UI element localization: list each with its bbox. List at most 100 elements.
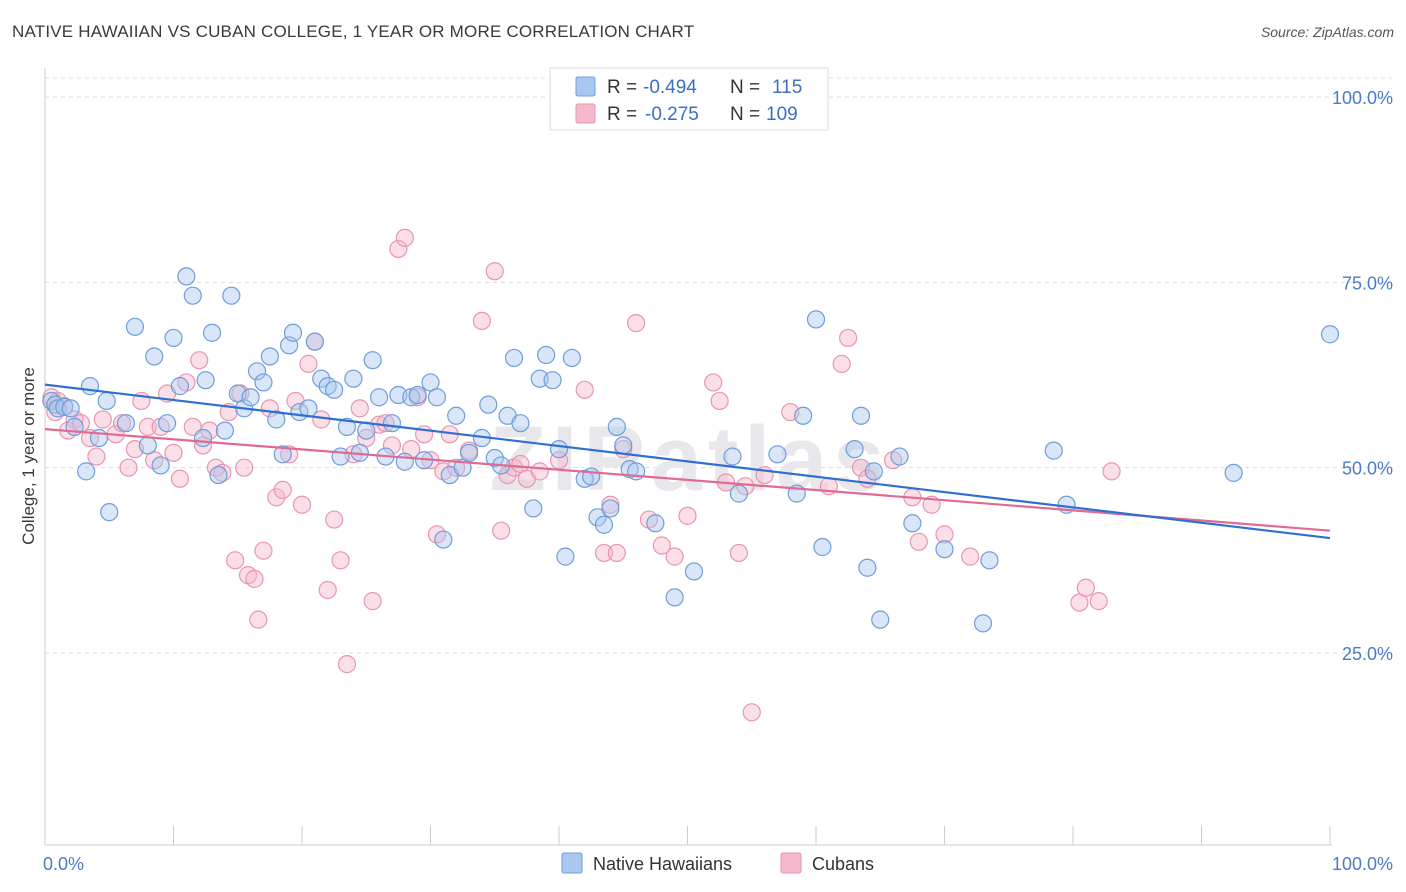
- watermark: ZIPatlas: [490, 408, 891, 510]
- cuban-point: [710, 391, 729, 411]
- hawaiian-point: [222, 286, 241, 305]
- hawaiian-point: [202, 323, 222, 342]
- hawaiian-point: [55, 397, 74, 416]
- hawaiian-point: [325, 380, 344, 399]
- cuban-point: [350, 399, 369, 418]
- bottom-legend-label-cuban: Cubans: [812, 854, 874, 874]
- hawaiian-point: [607, 417, 626, 436]
- cuban-point: [832, 354, 851, 373]
- y-tick-label: 100.0%: [1332, 88, 1393, 108]
- y-tick-labels: 100.0% 75.0% 50.0% 25.0%: [1332, 88, 1393, 664]
- hawaiian-point: [395, 452, 414, 471]
- hawaiian-point: [594, 515, 614, 534]
- hawaiian-point: [806, 310, 826, 329]
- hawaiian-point: [305, 332, 324, 351]
- hawaiian-point: [177, 267, 196, 286]
- hawaiian-point: [813, 537, 832, 557]
- cuban-point: [447, 458, 466, 477]
- bottom-legend-swatch-hawaiian: [561, 852, 583, 874]
- cuban-point: [485, 262, 504, 281]
- cuban-point: [1076, 578, 1095, 597]
- cuban-point: [729, 543, 749, 563]
- cuban-point: [170, 469, 190, 488]
- hawaiian-point: [116, 414, 136, 433]
- legend-r-label-hawaiian: R =: [607, 77, 637, 98]
- hawaiian-point: [382, 414, 402, 433]
- cuban-point: [961, 547, 980, 566]
- legend-n-value-hawaiian: 115: [772, 77, 802, 98]
- cuban-point: [382, 436, 402, 455]
- bottom-legend-label-hawaiian: Native Hawaiians: [593, 854, 732, 874]
- cuban-point: [318, 580, 337, 600]
- hawaiian-point: [125, 317, 145, 336]
- axes: [44, 68, 1332, 846]
- hawaiian-point: [935, 540, 954, 559]
- cuban-point: [138, 417, 157, 436]
- hawaiian-point: [145, 347, 164, 366]
- hawaiian-point: [729, 484, 749, 503]
- cuban-point: [492, 521, 511, 540]
- hawaiian-point: [1320, 325, 1340, 344]
- hawaiian-point: [363, 351, 382, 370]
- hawaiian-point: [170, 377, 190, 396]
- cuban-point: [280, 445, 299, 464]
- legend-swatch-cuban: [575, 103, 596, 124]
- hawaiian-point: [151, 456, 170, 475]
- cuban-point: [267, 488, 286, 507]
- hawaiian-point: [864, 462, 883, 481]
- hawaiian-point: [344, 369, 363, 388]
- cubans-points: [42, 228, 1121, 722]
- cuban-point: [226, 551, 245, 570]
- x-tick-label: 0.0%: [43, 854, 84, 874]
- legend-n-label-hawaiian: N =: [730, 77, 760, 98]
- cuban-point: [665, 547, 684, 566]
- hawaiian-point: [794, 406, 813, 425]
- series-legend: Native Hawaiians Cubans: [561, 852, 874, 874]
- hawaiian-point: [556, 547, 575, 566]
- hawaiian-point: [459, 443, 479, 462]
- hawaiian-point: [614, 436, 633, 455]
- cuban-point: [93, 410, 112, 429]
- cuban-point: [607, 543, 626, 563]
- cuban-point: [909, 532, 928, 551]
- cubans-trend-line: [44, 428, 1331, 532]
- cuban-point: [575, 380, 594, 399]
- hawaiian-point: [980, 551, 999, 570]
- x-tick-label: 100.0%: [1332, 854, 1393, 874]
- hawaiian-point: [1044, 441, 1063, 460]
- cuban-point: [389, 239, 408, 259]
- cuban-point: [839, 328, 858, 348]
- y-tick-label: 75.0%: [1342, 273, 1393, 293]
- hawaiian-point: [254, 373, 273, 392]
- hawaiian-point: [511, 414, 530, 433]
- hawaiian-point: [260, 347, 279, 366]
- cuban-point: [292, 495, 312, 514]
- hawaiian-point: [164, 328, 183, 348]
- hawaiian-point: [447, 406, 466, 425]
- cuban-point: [200, 421, 219, 440]
- hawaiian-point: [80, 377, 100, 396]
- cuban-point: [112, 414, 132, 433]
- hawaiian-point: [427, 388, 447, 407]
- hawaiian-point: [312, 369, 331, 388]
- hawaiian-point: [157, 414, 177, 433]
- hawaiian-point: [61, 399, 80, 418]
- hawaiian-point: [543, 371, 562, 390]
- hawaiian-point: [524, 499, 543, 518]
- hawaiian-point: [215, 421, 234, 440]
- cuban-point: [1102, 462, 1121, 481]
- hawaiian-point: [241, 388, 260, 407]
- legend-r-value-cuban: -0.275: [645, 104, 699, 125]
- hawaiian-point: [588, 508, 607, 527]
- hawaiian-point: [858, 558, 877, 577]
- hawaiian-point: [183, 286, 202, 305]
- chart-title: NATIVE HAWAIIAN VS CUBAN COLLEGE, 1 YEAR…: [12, 22, 695, 41]
- hawaiian-point: [973, 614, 993, 633]
- hawaiian-point: [331, 447, 350, 466]
- hawaiian-point: [408, 385, 427, 405]
- correlation-legend: R = -0.494 N = 115 R = -0.275 N = 109: [549, 67, 829, 131]
- cuban-point: [704, 373, 723, 392]
- legend-n-label-cuban: N =: [730, 104, 760, 125]
- hawaiian-point: [196, 371, 215, 390]
